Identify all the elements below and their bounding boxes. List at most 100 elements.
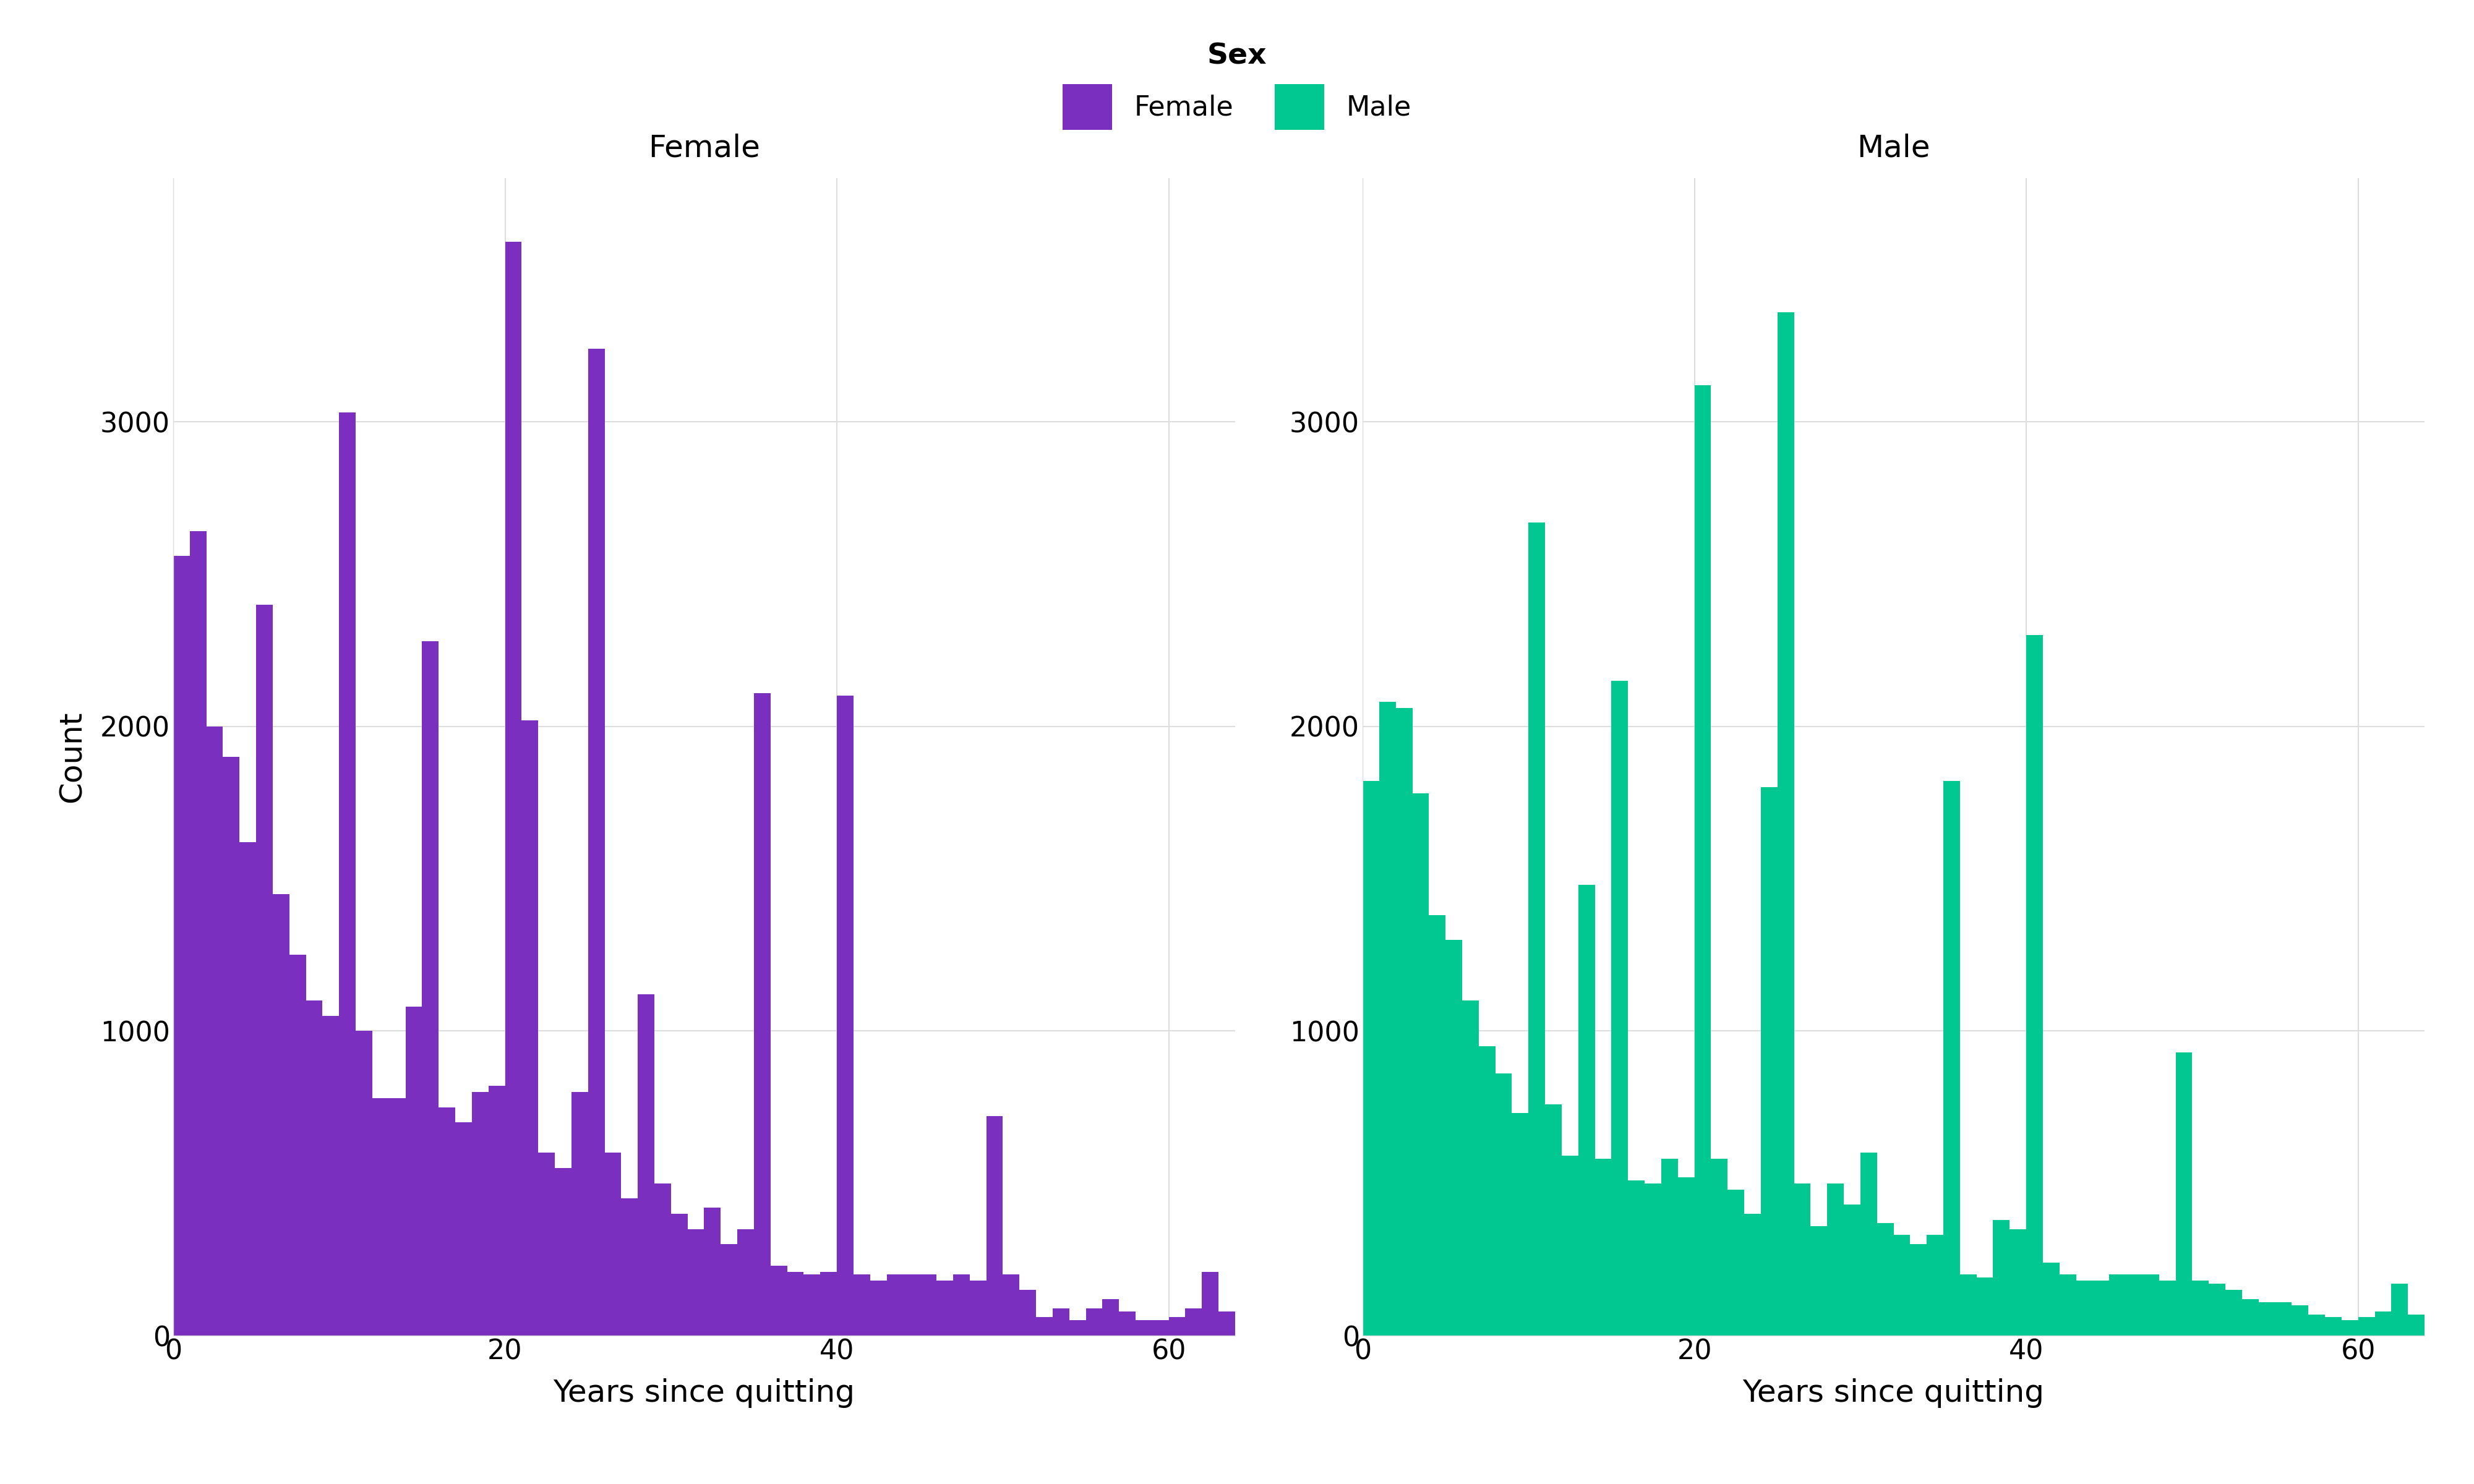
Bar	[173, 556, 190, 1336]
Bar	[522, 720, 539, 1336]
Bar	[307, 1000, 322, 1336]
Bar	[1561, 1156, 1578, 1336]
Bar	[1220, 1312, 1235, 1336]
Bar	[1776, 312, 1794, 1336]
Bar	[2026, 635, 2044, 1336]
Bar	[2058, 1275, 2076, 1336]
Bar	[1910, 1244, 1927, 1336]
Bar	[2044, 1263, 2058, 1336]
Bar	[769, 1266, 787, 1336]
Bar	[339, 413, 356, 1336]
Bar	[1628, 1180, 1645, 1336]
Y-axis label: Count: Count	[57, 711, 87, 803]
Bar	[205, 726, 223, 1336]
Bar	[2358, 1318, 2375, 1336]
Bar	[1761, 788, 1776, 1336]
Bar	[1430, 916, 1445, 1336]
Bar	[1596, 1159, 1611, 1336]
Bar	[737, 1229, 755, 1336]
Bar	[2291, 1304, 2308, 1336]
Bar	[755, 693, 769, 1336]
Bar	[1069, 1321, 1086, 1336]
Bar	[2259, 1301, 2276, 1336]
Bar	[903, 1275, 920, 1336]
Bar	[2407, 1315, 2425, 1336]
Bar	[1494, 1073, 1512, 1336]
Bar	[1811, 1226, 1828, 1336]
Bar	[406, 1006, 423, 1336]
Bar	[1103, 1298, 1118, 1336]
Bar	[1660, 1159, 1677, 1336]
Bar	[656, 1183, 670, 1336]
Bar	[1051, 1309, 1069, 1336]
Bar	[1959, 1275, 1977, 1336]
Bar	[223, 757, 240, 1336]
Bar	[388, 1098, 406, 1336]
Bar	[987, 1116, 1002, 1336]
Bar	[1118, 1312, 1136, 1336]
Bar	[2009, 1229, 2026, 1336]
Bar	[871, 1281, 886, 1336]
Bar	[1994, 1220, 2009, 1336]
Bar	[1977, 1278, 1994, 1336]
Bar	[571, 1092, 589, 1336]
Title: Female: Female	[648, 134, 760, 163]
Bar	[1695, 386, 1712, 1336]
Bar	[322, 1015, 339, 1336]
Bar	[423, 641, 438, 1336]
Bar	[1168, 1318, 1185, 1336]
Bar	[1828, 1183, 1843, 1336]
Bar	[1843, 1205, 1860, 1336]
Bar	[589, 349, 604, 1336]
Bar	[1893, 1235, 1910, 1336]
Bar	[1153, 1321, 1168, 1336]
Bar	[1712, 1159, 1727, 1336]
Bar	[1744, 1214, 1761, 1336]
Bar	[1395, 708, 1413, 1336]
Bar	[257, 604, 272, 1336]
Bar	[2142, 1275, 2160, 1336]
Bar	[1677, 1177, 1695, 1336]
Bar	[952, 1275, 970, 1336]
Bar	[970, 1281, 987, 1336]
Bar	[821, 1272, 836, 1336]
Bar	[1136, 1321, 1153, 1336]
Bar	[356, 1031, 371, 1336]
Bar	[554, 1168, 571, 1336]
Bar	[505, 242, 522, 1336]
Bar	[1413, 794, 1430, 1336]
Bar	[2160, 1281, 2175, 1336]
Bar	[1860, 1153, 1878, 1336]
Bar	[2125, 1275, 2142, 1336]
Bar	[1479, 1046, 1494, 1336]
Bar	[1578, 884, 1596, 1336]
Bar	[688, 1229, 705, 1336]
Title: Male: Male	[1858, 134, 1930, 163]
Bar	[1445, 939, 1462, 1336]
Bar	[2241, 1298, 2259, 1336]
Bar	[886, 1275, 903, 1336]
Bar	[1546, 1104, 1561, 1336]
Bar	[1363, 781, 1378, 1336]
Bar	[670, 1214, 688, 1336]
Bar	[1512, 1113, 1529, 1336]
Bar	[787, 1272, 804, 1336]
Bar	[2276, 1301, 2291, 1336]
Bar	[2076, 1281, 2093, 1336]
Bar	[2209, 1284, 2227, 1336]
Bar	[1727, 1189, 1744, 1336]
Bar	[1086, 1309, 1103, 1336]
Bar	[1942, 781, 1959, 1336]
Bar	[2110, 1275, 2125, 1336]
Legend: Female, Male: Female, Male	[1049, 28, 1425, 144]
Bar	[1185, 1309, 1202, 1336]
Bar	[539, 1153, 554, 1336]
Bar	[720, 1244, 737, 1336]
Bar	[371, 1098, 388, 1336]
Bar	[455, 1122, 473, 1336]
Bar	[1037, 1318, 1051, 1336]
Bar	[2308, 1315, 2326, 1336]
Bar	[836, 696, 854, 1336]
Bar	[2175, 1052, 2192, 1336]
Bar	[1794, 1183, 1811, 1336]
